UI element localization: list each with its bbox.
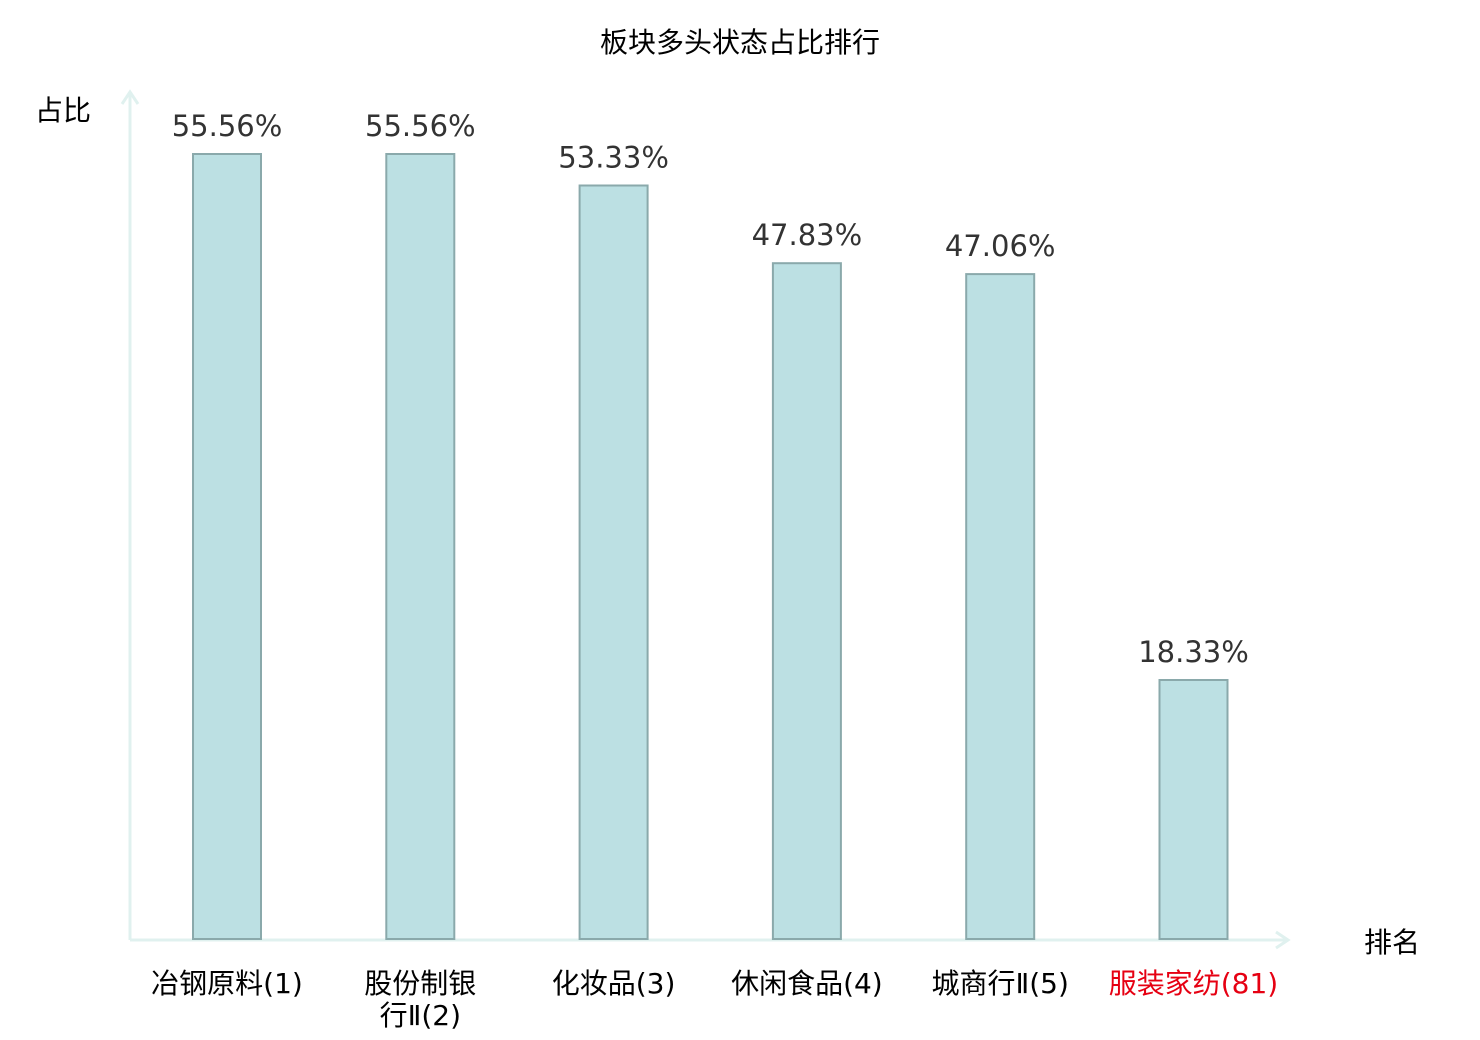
x-axis-label: 排名 — [1364, 926, 1420, 959]
bar-value-label: 55.56% — [172, 109, 283, 143]
bar-value-label: 53.33% — [558, 141, 669, 175]
bar-value-label: 47.06% — [945, 229, 1056, 263]
value-label-group: 55.56% 55.56% 53.33% 47.83% 47.06% 18.33% — [172, 109, 1249, 669]
bar-value-label: 18.33% — [1138, 635, 1249, 669]
bar — [385, 153, 456, 940]
bar-value-label: 47.83% — [752, 218, 863, 252]
x-tick-label: 休闲食品(4) — [731, 967, 883, 1000]
bar — [771, 262, 842, 940]
bar — [578, 184, 649, 940]
bar — [965, 273, 1036, 941]
x-tick-label: 化妆品(3) — [552, 967, 676, 1000]
x-tick-label: 服装家纺(81) — [1109, 967, 1278, 1000]
x-tick-label: 股份制银 — [364, 967, 476, 1000]
bar-value-label: 55.56% — [365, 109, 476, 143]
bar — [1158, 679, 1229, 940]
x-tick-label: 行Ⅱ(2) — [380, 999, 461, 1032]
bar-group — [192, 153, 1229, 941]
bar — [192, 153, 262, 940]
y-axis-label: 占比 — [35, 94, 91, 127]
chart-title: 板块多头状态占比排行 — [600, 26, 880, 59]
x-tick-label: 城商行Ⅱ(5) — [931, 967, 1068, 1000]
x-tick-label: 冶钢原料(1) — [151, 967, 303, 1000]
